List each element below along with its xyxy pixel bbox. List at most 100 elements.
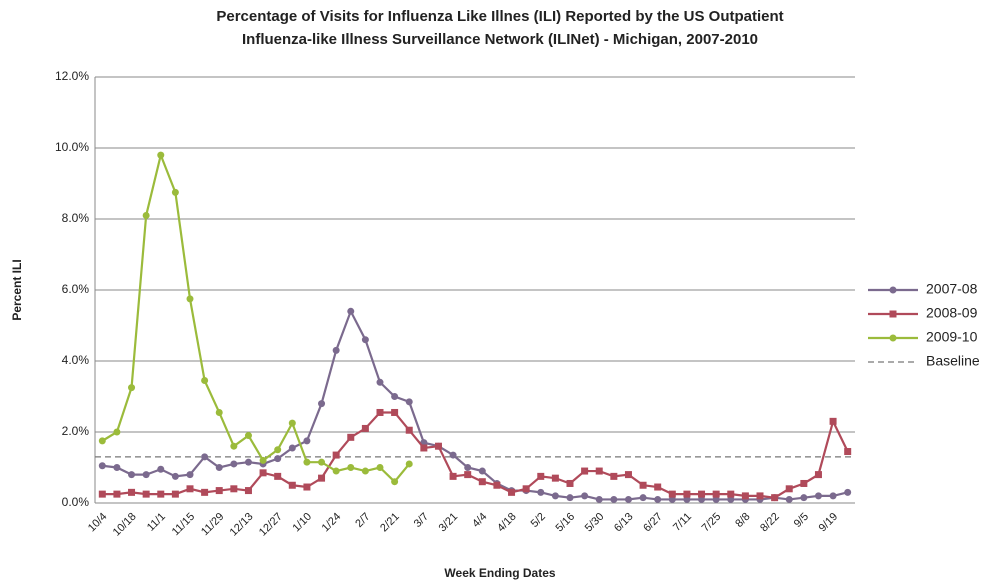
data-point xyxy=(318,400,326,408)
data-point xyxy=(829,417,837,425)
legend-label: 2009-10 xyxy=(926,329,978,345)
y-tick-label: 10.0% xyxy=(55,140,89,154)
data-point xyxy=(698,495,706,503)
data-point xyxy=(186,485,194,493)
data-point xyxy=(361,424,369,432)
data-point xyxy=(347,433,355,441)
data-point xyxy=(712,490,720,498)
data-point xyxy=(829,492,837,500)
x-tick-label: 3/21 xyxy=(437,511,461,535)
data-point xyxy=(727,490,735,498)
x-tick-label: 5/16 xyxy=(554,511,578,535)
x-tick-label: 1/24 xyxy=(320,511,344,535)
data-point xyxy=(756,492,764,500)
data-point xyxy=(566,494,574,502)
data-point xyxy=(624,471,632,479)
data-point xyxy=(785,495,793,503)
y-tick-label: 12.0% xyxy=(55,69,89,83)
data-point xyxy=(391,408,399,416)
data-point xyxy=(595,495,603,503)
data-point xyxy=(113,464,121,471)
y-tick-label: 2.0% xyxy=(62,424,90,438)
data-point xyxy=(889,286,897,294)
data-point xyxy=(171,472,179,480)
y-tick-label: 8.0% xyxy=(62,211,90,225)
data-point xyxy=(595,467,603,475)
data-point xyxy=(391,393,399,400)
data-point xyxy=(376,464,384,471)
data-point xyxy=(318,458,326,466)
data-point xyxy=(449,451,457,459)
legend-label: 2007-08 xyxy=(926,281,978,297)
data-point xyxy=(142,471,150,479)
data-point xyxy=(215,408,223,416)
x-tick-label: 11/1 xyxy=(145,511,168,534)
data-point xyxy=(274,446,282,454)
data-point xyxy=(844,488,852,496)
data-point xyxy=(201,488,209,496)
data-point xyxy=(288,481,296,489)
data-point xyxy=(434,442,442,450)
data-point xyxy=(889,334,897,342)
x-tick-label: 6/27 xyxy=(641,511,665,535)
data-point xyxy=(785,485,793,493)
data-point xyxy=(113,490,121,498)
data-point xyxy=(522,485,530,493)
x-tick-label: 7/11 xyxy=(671,511,694,534)
x-tick-label: 10/18 xyxy=(111,511,139,539)
data-point xyxy=(186,471,194,479)
data-point xyxy=(654,495,662,503)
data-point xyxy=(361,336,369,344)
data-point xyxy=(171,188,179,196)
data-point xyxy=(478,467,486,475)
data-point xyxy=(288,419,296,427)
data-point xyxy=(712,495,720,503)
data-point xyxy=(113,428,121,436)
data-point xyxy=(405,398,413,406)
data-point xyxy=(142,490,150,498)
data-point xyxy=(610,495,618,503)
data-point xyxy=(201,377,209,385)
x-tick-label: 11/15 xyxy=(170,511,197,538)
data-point xyxy=(844,448,852,456)
data-point xyxy=(683,495,691,503)
x-tick-label: 4/4 xyxy=(470,511,489,530)
data-point xyxy=(814,471,822,479)
legend-label: Baseline xyxy=(926,353,980,369)
x-axis-title: Week Ending Dates xyxy=(444,566,555,580)
data-point xyxy=(303,483,311,491)
data-point xyxy=(624,495,632,503)
x-tick-label: 12/27 xyxy=(257,511,285,539)
data-point xyxy=(259,456,267,464)
data-point xyxy=(98,490,106,498)
data-point xyxy=(376,408,384,416)
data-point xyxy=(405,426,413,434)
data-point xyxy=(420,444,428,452)
x-tick-label: 10/4 xyxy=(86,511,110,535)
data-point xyxy=(566,479,574,487)
y-tick-label: 4.0% xyxy=(62,353,90,367)
data-point xyxy=(303,458,311,466)
data-point xyxy=(391,478,399,486)
data-point xyxy=(639,494,647,502)
data-point xyxy=(727,495,735,503)
x-tick-label: 8/22 xyxy=(758,511,782,535)
x-tick-label: 2/7 xyxy=(353,511,372,530)
data-point xyxy=(581,492,589,500)
chart-title: Influenza-like Illness Surveillance Netw… xyxy=(242,31,758,48)
y-tick-label: 6.0% xyxy=(62,282,90,296)
data-point xyxy=(347,307,355,315)
data-point xyxy=(405,460,413,468)
data-point xyxy=(800,494,808,502)
data-point xyxy=(332,451,340,459)
data-point xyxy=(493,481,501,489)
data-point xyxy=(128,488,136,496)
x-tick-label: 1/10 xyxy=(290,511,314,535)
data-point xyxy=(230,442,238,450)
data-point xyxy=(537,472,545,480)
data-point xyxy=(889,310,897,318)
data-point xyxy=(771,494,779,502)
data-point xyxy=(128,471,136,479)
data-point xyxy=(508,488,516,496)
